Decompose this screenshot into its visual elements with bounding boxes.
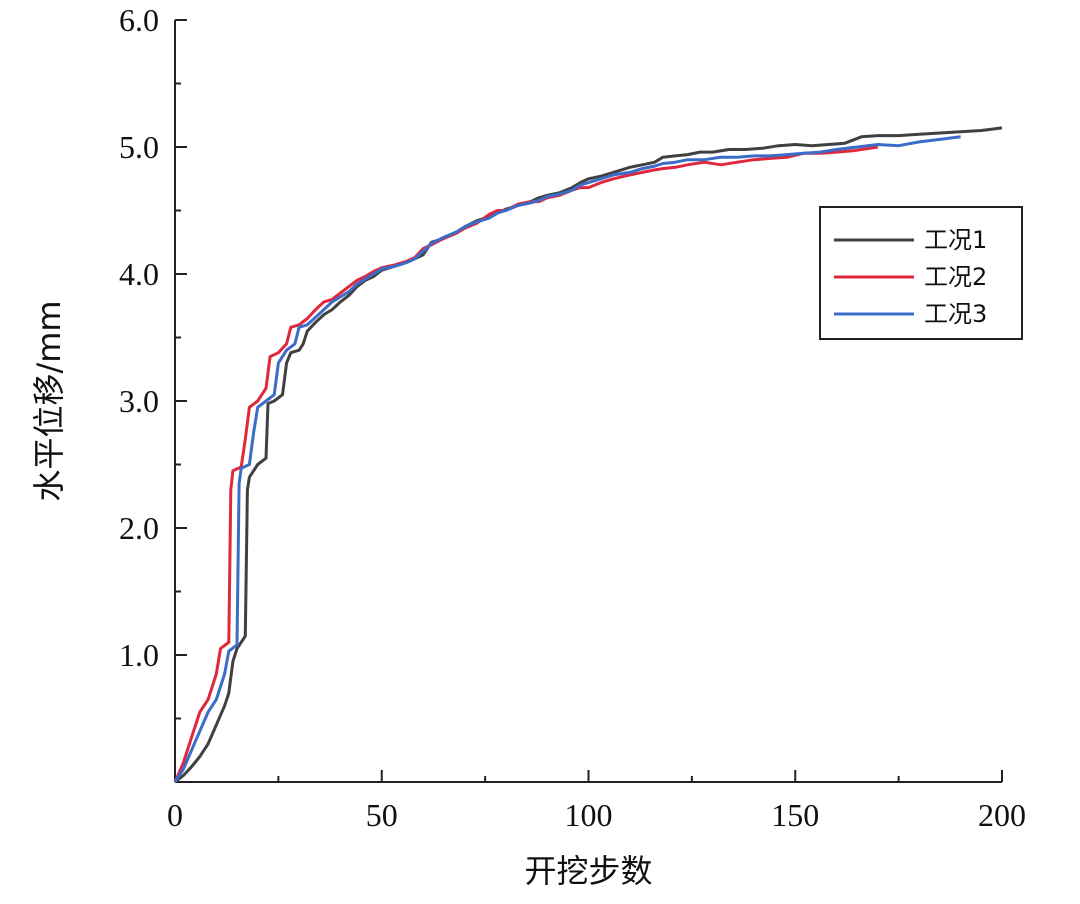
y-tick-label: 2.0 — [119, 510, 159, 546]
series-layer — [173, 126, 1003, 784]
x-axis-title: 开挖步数 — [524, 852, 652, 890]
y-tick-label: 3.0 — [119, 383, 159, 419]
x-tick-label: 50 — [366, 797, 398, 833]
y-tick-label: 1.0 — [119, 637, 159, 673]
series-line-2 — [173, 145, 879, 783]
x-tick-label: 0 — [167, 797, 183, 833]
x-tick-label: 150 — [771, 797, 819, 833]
legend-label-3: 工况3 — [924, 300, 987, 328]
x-tick-label: 200 — [978, 797, 1026, 833]
legend-box — [819, 206, 1023, 340]
series-line-3 — [173, 135, 961, 783]
legend: 工况1 工况2 工况3 — [819, 206, 1023, 340]
legend-label-2: 工况2 — [924, 263, 987, 291]
x-tick-label: 100 — [565, 797, 613, 833]
y-tick-label: 4.0 — [119, 256, 159, 292]
y-tick-label: 6.0 — [119, 2, 159, 38]
legend-label-1: 工况1 — [924, 226, 987, 254]
y-tick-label: 5.0 — [119, 129, 159, 165]
y-axis-title: 水平位移/mm — [30, 300, 68, 501]
axes: 0 50 100 150 200 1.0 2.0 3.0 4.0 5.0 6.0 — [119, 2, 1026, 833]
